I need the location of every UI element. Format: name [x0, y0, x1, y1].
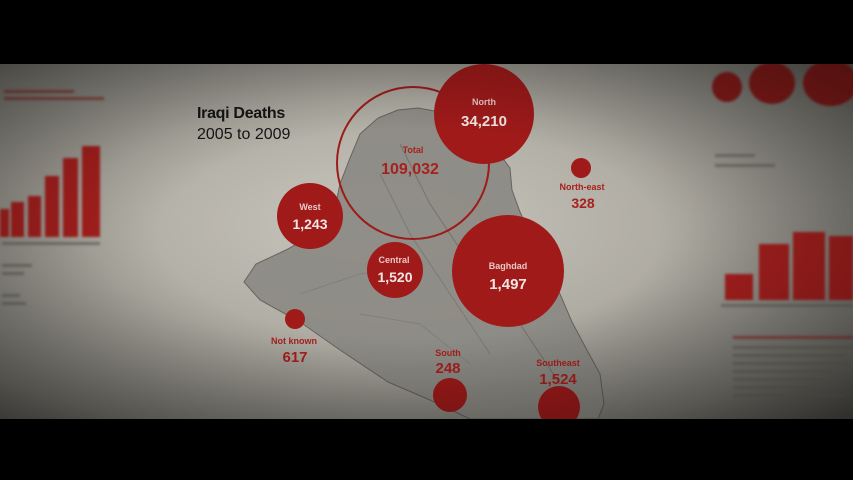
blurred-bubble — [749, 64, 795, 104]
value-west: 1,243 — [292, 216, 327, 232]
blurred-heading — [4, 90, 74, 93]
blurred-text — [733, 394, 843, 397]
label-west: West — [299, 202, 320, 212]
chart-title: Iraqi Deaths — [197, 105, 285, 122]
bubble-not-known — [285, 309, 305, 329]
bubble-south — [433, 378, 467, 412]
blurred-bubble — [803, 64, 853, 106]
chart-title-block: Iraqi Deaths 2005 to 2009 — [197, 105, 290, 144]
value-total: 109,032 — [381, 161, 439, 178]
value-north-east: 328 — [571, 195, 595, 211]
blurred-text — [2, 272, 24, 275]
blurred-bar — [0, 209, 9, 237]
value-north: 34,210 — [461, 113, 507, 130]
blurred-text — [733, 354, 845, 357]
label-north-east: North-east — [559, 182, 604, 192]
blurred-bar — [829, 236, 853, 300]
bubble-north — [434, 64, 534, 164]
chart-subtitle: 2005 to 2009 — [197, 126, 291, 143]
blurred-text — [733, 370, 833, 373]
label-total: Total — [403, 145, 424, 155]
blurred-heading — [4, 97, 104, 100]
blurred-text — [733, 378, 849, 381]
blurred-axis — [2, 242, 100, 245]
blurred-bar — [725, 274, 753, 300]
blurred-text — [2, 264, 32, 267]
label-baghdad: Baghdad — [489, 261, 528, 271]
province-border — [359, 313, 471, 365]
blurred-bar — [63, 158, 78, 237]
blurred-axis — [721, 304, 853, 307]
blurred-text — [733, 386, 823, 389]
bubble-baghdad — [452, 215, 564, 327]
bubble-southeast — [538, 386, 580, 419]
blurred-text — [715, 154, 755, 157]
right-blurred-panel — [705, 64, 853, 419]
blurred-bar — [11, 202, 24, 237]
letterbox-top — [0, 0, 853, 64]
blurred-bar — [793, 232, 825, 300]
blurred-bar — [45, 176, 59, 237]
value-southeast: 1,524 — [539, 371, 577, 388]
value-baghdad: 1,497 — [489, 276, 527, 293]
blurred-text — [2, 302, 26, 305]
blurred-text — [715, 164, 775, 167]
blurred-bar — [759, 244, 789, 300]
value-south: 248 — [435, 360, 460, 377]
blurred-bubble — [712, 72, 742, 102]
label-south: South — [435, 348, 461, 358]
label-southeast: Southeast — [536, 358, 580, 368]
bubble-west — [277, 183, 343, 249]
bubble-central — [367, 242, 423, 298]
iraq-bubble-map: Total 109,032 North 34,210 North-east 32… — [243, 64, 605, 419]
river-line — [379, 173, 491, 355]
blurred-bar — [82, 146, 100, 237]
value-central: 1,520 — [377, 269, 412, 285]
blurred-text — [733, 346, 853, 349]
value-not-known: 617 — [282, 349, 307, 366]
letterbox-bottom — [0, 419, 853, 480]
bubble-north-east — [571, 158, 591, 178]
blurred-text — [2, 294, 20, 297]
left-blurred-panel — [0, 84, 110, 314]
label-central: Central — [378, 255, 409, 265]
infographic-stage: Total 109,032 North 34,210 North-east 32… — [0, 64, 853, 419]
label-not-known: Not known — [271, 336, 317, 346]
blurred-heading — [733, 336, 853, 339]
blurred-bar — [28, 196, 41, 237]
blurred-text — [733, 362, 851, 365]
label-north: North — [472, 97, 496, 107]
